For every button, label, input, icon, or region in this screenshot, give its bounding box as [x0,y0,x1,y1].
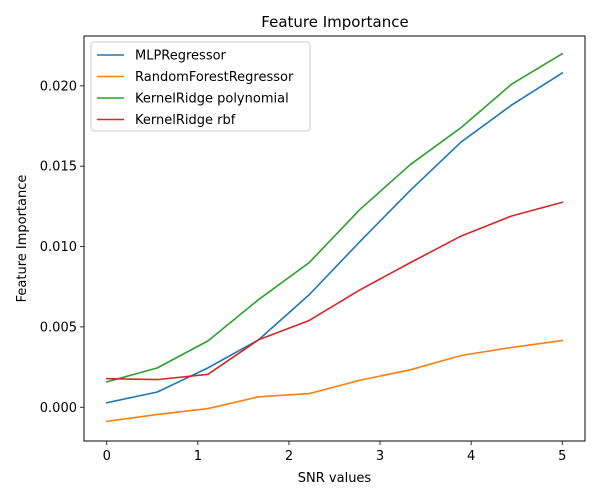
chart-title: Feature Importance [261,13,408,31]
legend-label-2: KernelRidge polynomial [135,92,289,107]
x-axis: 0 1 2 3 4 5 [103,441,566,464]
x-tick-label: 3 [376,449,384,464]
x-tick-label: 0 [103,449,111,464]
legend: MLPRegressor RandomForestRegressor KernelR… [90,41,311,132]
series-line-1 [105,339,564,423]
x-tick-label: 4 [467,449,475,464]
y-tick-label: 0.010 [40,240,77,255]
legend-label-1: RandomForestRegressor [135,70,294,85]
x-tick-label: 5 [558,449,566,464]
legend-label-3: KernelRidge rbf [135,113,236,128]
y-tick-label: 0.005 [40,320,77,335]
series-lines [105,52,564,423]
legend-box [90,41,311,132]
y-tick-label: 0.000 [40,401,77,416]
y-tick-label: 0.020 [40,79,77,94]
series-line-3 [105,201,564,381]
series-line-0 [105,71,564,404]
x-tick-label: 1 [194,449,202,464]
y-axis-label: Feature Importance [15,175,30,303]
series-line-2 [105,52,564,383]
y-axis: 0.000 0.005 0.010 0.015 0.020 [40,79,84,416]
x-tick-label: 2 [285,449,293,464]
plot-border [83,35,586,442]
x-axis-label: SNR values [298,471,372,486]
y-tick-label: 0.015 [40,160,77,175]
legend-label-0: MLPRegressor [135,49,227,64]
